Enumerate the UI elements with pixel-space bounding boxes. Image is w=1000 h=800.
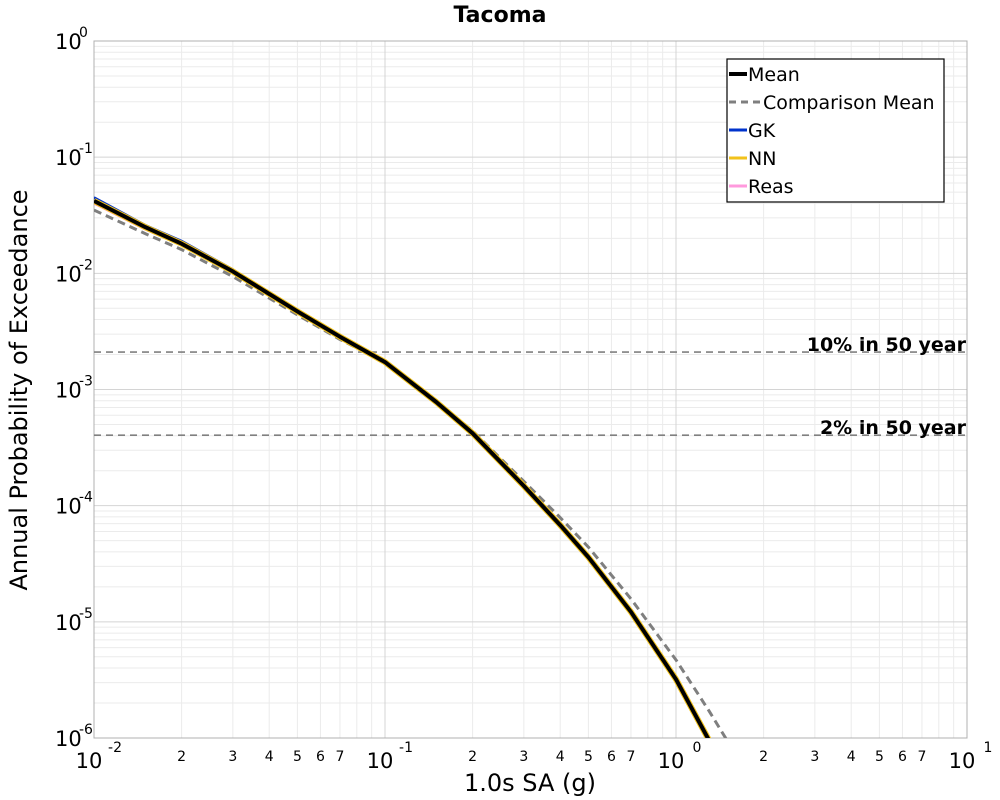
x-tick-exponent: -1 <box>399 740 413 756</box>
series-line-gk <box>94 196 709 738</box>
series-group <box>94 196 728 738</box>
reference-line-label: 2% in 50 year <box>820 417 967 439</box>
x-minor-tick-label: 4 <box>847 749 856 765</box>
legend-box <box>726 58 945 203</box>
legend-label-mean: Mean <box>748 64 800 86</box>
reference-line-label: 10% in 50 year <box>807 334 967 356</box>
y-major-tick-label: 10 <box>55 727 82 751</box>
y-major-tick-label: 10 <box>55 495 82 519</box>
x-minor-tick-label: 3 <box>228 749 237 765</box>
y-major-tick-label: 10 <box>55 262 82 286</box>
grid-lines <box>93 40 968 739</box>
x-minor-tick-label: 5 <box>584 749 593 765</box>
x-tick-exponent: 0 <box>693 740 702 756</box>
x-minor-tick-label: 4 <box>556 749 565 765</box>
x-minor-tick-label: 6 <box>898 749 907 765</box>
x-axis-label: 1.0s SA (g) <box>464 769 596 797</box>
x-minor-tick-label: 5 <box>875 749 884 765</box>
chart-title: Tacoma <box>454 3 547 28</box>
x-minor-tick-label: 2 <box>468 749 477 765</box>
x-minor-tick-label: 3 <box>810 749 819 765</box>
x-tick-exponent: -2 <box>108 740 122 756</box>
x-minor-tick-label: 7 <box>335 749 344 765</box>
legend-label-comparison-mean: Comparison Mean <box>763 92 935 114</box>
y-tick-exponent: -4 <box>79 490 93 506</box>
x-minor-tick-label: 4 <box>265 749 274 765</box>
plot-frame <box>93 40 968 739</box>
y-tick-exponent: 0 <box>79 25 88 41</box>
y-major-tick-label: 10 <box>55 30 82 54</box>
series-line-mean <box>94 199 711 738</box>
legend-label-reas: Reas <box>748 176 794 198</box>
y-tick-exponent: -1 <box>79 141 93 157</box>
x-major-tick-label: 10 <box>658 749 685 773</box>
y-major-tick-label: 10 <box>55 379 82 403</box>
x-minor-tick-label: 6 <box>316 749 325 765</box>
x-minor-tick-label: 2 <box>759 749 768 765</box>
legend-label-gk: GK <box>748 120 776 142</box>
y-tick-exponent: -5 <box>79 606 93 622</box>
reference-lines: 10% in 50 year 2% in 50 year <box>94 334 967 439</box>
x-major-tick-label: 10 <box>76 749 103 773</box>
x-minor-tick-label: 7 <box>917 749 926 765</box>
x-major-tick-label: 10 <box>949 749 976 773</box>
y-tick-exponent: -3 <box>79 374 93 390</box>
x-minor-tick-label: 6 <box>607 749 616 765</box>
x-minor-tick-label: 2 <box>177 749 186 765</box>
x-minor-tick-label: 3 <box>519 749 528 765</box>
y-tick-exponent: -6 <box>79 722 93 738</box>
y-major-tick-label: 10 <box>55 611 82 635</box>
series-lines <box>94 196 728 738</box>
x-minor-tick-label: 5 <box>293 749 302 765</box>
legend: Mean Comparison Mean GK NN Reas <box>726 58 945 203</box>
x-major-tick-label: 10 <box>367 749 394 773</box>
x-minor-tick-label: 7 <box>626 749 635 765</box>
series-line-comparison-mean <box>94 208 728 738</box>
y-axis-label: Annual Probability of Exceedance <box>5 189 33 590</box>
y-major-tick-label: 10 <box>55 146 82 170</box>
y-tick-exponent: -2 <box>79 257 93 273</box>
x-tick-exponent: 1 <box>984 740 993 756</box>
legend-label-nn: NN <box>748 148 776 170</box>
series-line-reas <box>94 202 710 738</box>
